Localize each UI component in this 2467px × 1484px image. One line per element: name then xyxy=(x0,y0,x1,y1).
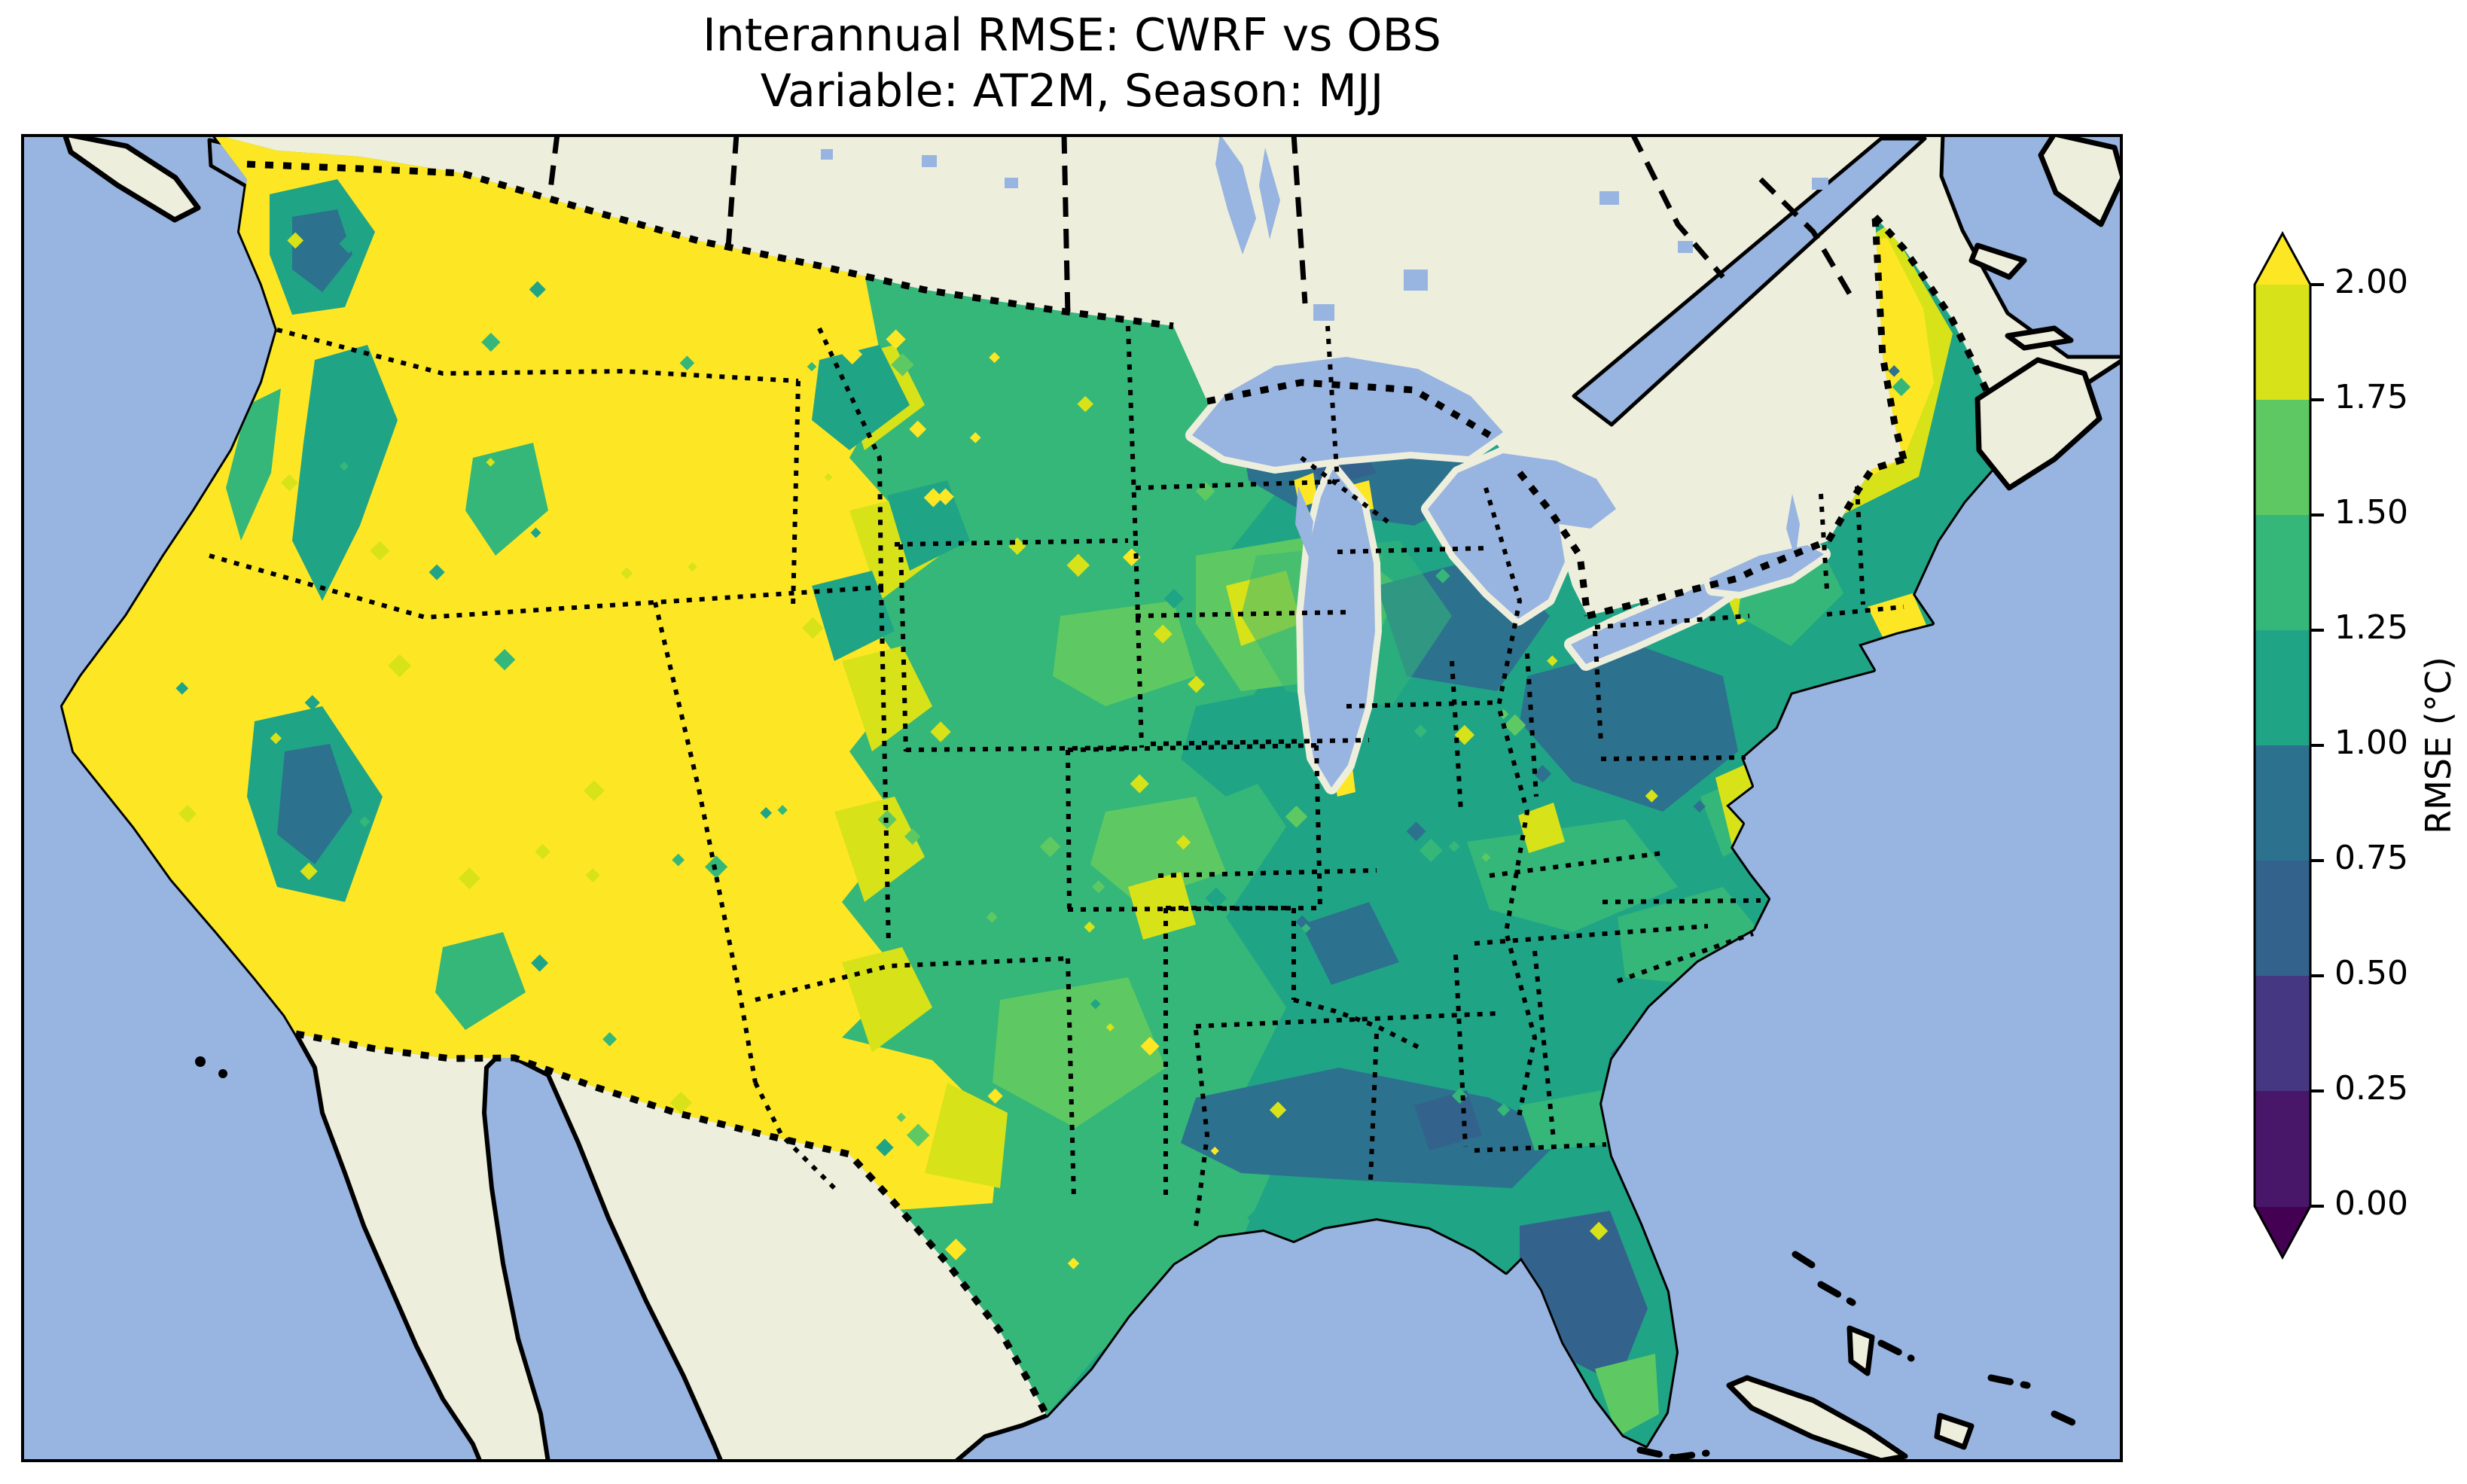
state-borders xyxy=(209,325,1904,1228)
st-lawrence-river xyxy=(1572,136,1927,427)
green-bay xyxy=(1295,486,1313,557)
axes-frame xyxy=(21,134,2123,1462)
lake-huron xyxy=(1421,446,1623,626)
great-lakes xyxy=(1185,350,1831,794)
map-svg xyxy=(21,134,2123,1462)
colorbar-tick-label: 2.00 xyxy=(2334,263,2408,301)
lake-superior xyxy=(1185,350,1510,474)
channel-island xyxy=(218,1069,227,1078)
prince-edward-island xyxy=(2005,325,2074,351)
vancouver-island xyxy=(62,134,201,223)
bahamas-island xyxy=(1846,1325,1875,1376)
us-mexico-border xyxy=(295,1030,1050,1418)
figure-title: Interannual RMSE: CWRF vs OBS Variable: … xyxy=(21,8,2123,119)
channel-island xyxy=(195,1056,206,1067)
canada-lakes xyxy=(821,134,1828,321)
title-line-2: Variable: AT2M, Season: MJJ xyxy=(760,65,1384,117)
title-line-1: Interannual RMSE: CWRF vs OBS xyxy=(703,9,1441,62)
colorbar-tick-label: 0.25 xyxy=(2334,1069,2408,1108)
province-borders xyxy=(547,134,1853,317)
colorbar-tick-label: 0.00 xyxy=(2334,1184,2408,1223)
map-axes xyxy=(21,134,2123,1462)
islands xyxy=(62,134,2123,1462)
colorbar-tick-label: 1.25 xyxy=(2334,608,2408,647)
colorbar-tick-label: 0.50 xyxy=(2334,954,2408,992)
island-chains xyxy=(1636,1251,2078,1461)
lake-champlain xyxy=(1786,494,1800,559)
colorbar-tick-label: 1.50 xyxy=(2334,493,2408,532)
anticosti-island xyxy=(1968,242,2027,280)
colorbar-axis-label: RMSE (°C) xyxy=(2418,657,2459,834)
us-canada-border xyxy=(246,160,1174,330)
colorbar-tick-label: 0.75 xyxy=(2334,839,2408,877)
colorbar xyxy=(2253,230,2324,1260)
nova-scotia xyxy=(1975,357,2103,491)
colorbar-tick-label: 1.75 xyxy=(2334,378,2408,416)
colorbar-tick-label: 1.00 xyxy=(2334,724,2408,762)
newfoundland xyxy=(2038,134,2123,227)
florida-keys xyxy=(1636,1446,1710,1461)
west-mountain-pockets xyxy=(226,179,970,1030)
bahamas-island xyxy=(1934,1412,1975,1450)
